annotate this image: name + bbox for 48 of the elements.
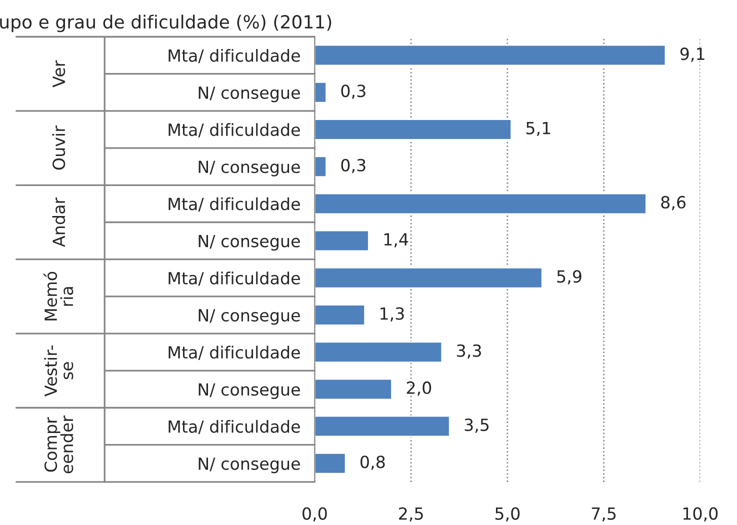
bar	[314, 192, 647, 215]
x-tick-label: 10,0	[683, 507, 718, 522]
bar	[314, 267, 543, 289]
y-tick-label: N/ consegue	[198, 458, 300, 474]
x-tick-label: 7,5	[592, 507, 616, 522]
bar	[314, 304, 366, 326]
x-tick-label: 0,0	[302, 507, 327, 522]
data-label: 2,0	[406, 381, 432, 396]
bar	[314, 82, 327, 104]
data-label: 1,3	[380, 307, 404, 322]
text: Memó ria	[44, 272, 74, 320]
text: Compr eender	[44, 415, 74, 474]
y-tick-label: Mta/ dificuldade	[168, 272, 300, 286]
data-label: 5,1	[526, 122, 550, 136]
bar	[314, 118, 512, 140]
data-label: 8,6	[661, 196, 686, 210]
x-tick-label: 2,5	[399, 507, 423, 522]
text: Vestir- se	[44, 345, 74, 397]
bar	[314, 452, 346, 474]
x-tick-label: 5,0	[495, 507, 520, 522]
text: Andar	[52, 197, 66, 247]
bar	[314, 378, 392, 400]
bar	[314, 341, 443, 363]
text: Ouvir	[52, 126, 66, 170]
data-label: 3,3	[457, 344, 481, 359]
y-tick-label: Mta/ dificuldade	[168, 48, 300, 64]
text: Ver	[52, 60, 66, 88]
text: upo e grau de dificuldade (%) (2011)	[0, 14, 332, 32]
y-tick-label: N/ consegue	[198, 383, 300, 399]
bar	[314, 230, 370, 252]
data-label: 1,4	[384, 233, 408, 248]
y-tick-label: N/ consegue	[198, 160, 300, 176]
bar	[314, 415, 450, 438]
data-label: 9,1	[680, 48, 704, 62]
y-tick-label: Mta/ dificuldade	[168, 197, 300, 212]
y-tick-label: Mta/ dificuldade	[168, 346, 300, 360]
y-tick-label: Mta/ dificuldade	[168, 420, 300, 434]
bar	[314, 44, 666, 66]
y-tick-label: Mta/ dificuldade	[168, 123, 300, 138]
bar	[314, 156, 327, 178]
data-label: 0,8	[360, 456, 385, 470]
data-label: 0,3	[341, 158, 366, 174]
y-tick-label: N/ consegue	[198, 309, 300, 325]
y-tick-label: N/ consegue	[198, 234, 300, 251]
y-tick-label: N/ consegue	[198, 86, 300, 102]
data-label: 0,3	[341, 84, 366, 99]
data-label: 3,5	[464, 418, 489, 433]
data-label: 5,9	[557, 270, 582, 284]
